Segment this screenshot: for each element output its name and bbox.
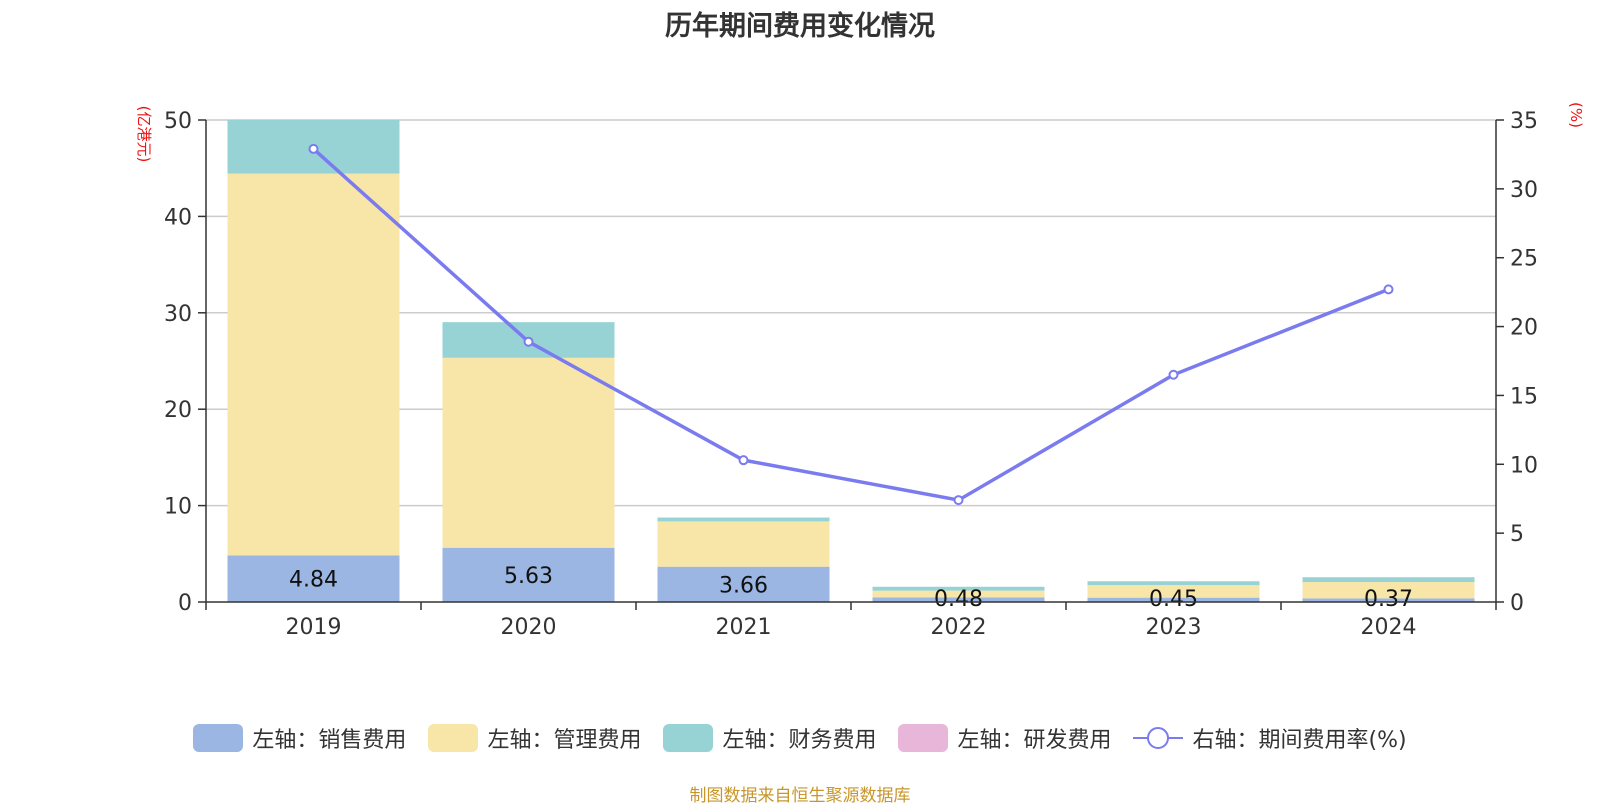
right-tick-label: 5 xyxy=(1510,522,1524,547)
ratio-point xyxy=(738,455,749,466)
bar-segment xyxy=(1087,597,1260,602)
grid-layer xyxy=(206,119,1496,507)
left-tick-label: 0 xyxy=(178,591,192,616)
legend-swatch xyxy=(898,724,949,752)
ratio-point xyxy=(308,143,319,154)
bar-data-label: 0.37 xyxy=(1364,587,1413,612)
bar-segment xyxy=(1302,598,1475,602)
legend-line-marker xyxy=(1133,727,1184,749)
left-tick-label: 40 xyxy=(164,205,192,230)
bar-data-label: 5.63 xyxy=(504,564,553,589)
right-tick-label: 0 xyxy=(1510,591,1524,616)
legend-item[interactable]: 左轴：销售费用 xyxy=(193,722,406,754)
left-tick-label: 10 xyxy=(164,495,192,520)
legend-item[interactable]: 左轴：研发费用 xyxy=(898,722,1111,754)
legend-swatch xyxy=(663,724,714,752)
bar-data-label: 4.84 xyxy=(289,568,338,593)
right-tick-label: 20 xyxy=(1510,316,1538,341)
line-layer xyxy=(308,143,1394,506)
legend-item[interactable]: 左轴：财务费用 xyxy=(663,722,876,754)
bar-segment xyxy=(872,597,1045,602)
legend: 左轴：销售费用 左轴：管理费用 左轴：财务费用 左轴：研发费用 右轴：期间费用率(%) xyxy=(0,722,1600,754)
axis-layer: 2019 2020 2021 2022 2023 2024 0 10 20 30 40 50 0 5 10 1… xyxy=(164,109,1538,640)
legend-label: 左轴：销售费用 xyxy=(252,728,407,753)
left-tick-label: 50 xyxy=(164,109,192,134)
legend-swatch xyxy=(428,724,479,752)
bar-segment xyxy=(227,555,400,602)
bar-segment xyxy=(1087,581,1260,586)
x-tick-label: 2021 xyxy=(716,615,772,640)
left-tick-label: 30 xyxy=(164,302,192,327)
ratio-point xyxy=(1168,369,1179,380)
bar-layer xyxy=(227,119,1475,602)
x-tick-label: 2022 xyxy=(931,615,987,640)
bar-segment xyxy=(1302,577,1475,583)
bar-data-label: 0.45 xyxy=(1149,587,1198,612)
bar-segment xyxy=(872,590,1045,598)
ratio-point xyxy=(953,495,964,506)
legend-label: 左轴：研发费用 xyxy=(957,728,1112,753)
bar-segment xyxy=(227,173,400,556)
right-tick-label: 35 xyxy=(1510,109,1538,134)
right-tick-label: 15 xyxy=(1510,384,1538,409)
x-tick-label: 2019 xyxy=(286,615,342,640)
legend-label: 右轴：期间费用率(%) xyxy=(1192,728,1407,753)
right-tick-label: 25 xyxy=(1510,247,1538,272)
ratio-point xyxy=(523,336,534,347)
x-tick-label: 2020 xyxy=(501,615,557,640)
bar-segment xyxy=(442,547,615,602)
bar-data-label: 0.48 xyxy=(934,587,983,612)
x-tick-label: 2023 xyxy=(1146,615,1202,640)
bar-segment xyxy=(442,357,615,548)
bar-segment xyxy=(1087,585,1260,598)
legend-item[interactable]: 右轴：期间费用率(%) xyxy=(1133,722,1407,754)
legend-item[interactable]: 左轴：管理费用 xyxy=(428,722,641,754)
bar-segment xyxy=(657,566,830,602)
right-tick-label: 30 xyxy=(1510,178,1538,203)
ratio-point xyxy=(1383,284,1394,295)
bar-segment xyxy=(1302,582,1475,599)
legend-swatch xyxy=(193,724,244,752)
right-axis-unit: (%) xyxy=(1567,102,1585,128)
legend-label: 左轴：管理费用 xyxy=(487,728,642,753)
x-tick-label: 2024 xyxy=(1361,615,1417,640)
bar-data-label: 3.66 xyxy=(719,573,768,598)
bar-segment xyxy=(657,521,830,567)
bar-segment xyxy=(657,517,830,522)
ratio-line xyxy=(312,147,1390,502)
legend-label: 左轴：财务费用 xyxy=(722,728,877,753)
chart-title: 历年期间费用变化情况 xyxy=(665,11,935,42)
data-label-layer: 4.84 5.63 3.66 0.48 0.45 0.37 xyxy=(289,564,1413,612)
right-tick-label: 10 xyxy=(1510,453,1538,478)
source-note: 制图数据来自恒生聚源数据库 xyxy=(689,786,911,806)
bar-segment xyxy=(872,586,1045,591)
left-tick-label: 20 xyxy=(164,398,192,423)
left-axis-unit: (亿港元) xyxy=(135,106,153,163)
